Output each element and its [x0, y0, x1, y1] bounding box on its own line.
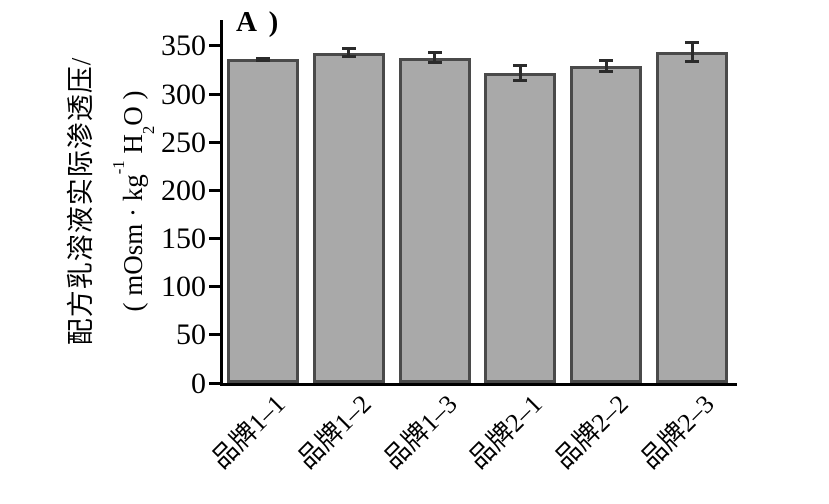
error-bar-cap-bottom	[599, 70, 614, 74]
y-axis-tick-label: 150	[161, 222, 206, 256]
x-axis-line	[220, 383, 737, 386]
y-axis-tick-label: 200	[161, 173, 206, 207]
x-category-label: 品牌1–2	[291, 389, 377, 475]
x-category-label: 品牌2–3	[634, 389, 720, 475]
y-axis-tick	[209, 140, 220, 144]
y-axis-tick-label: 350	[161, 29, 206, 63]
y-axis-tick	[209, 381, 220, 385]
y-axis-tick-label: 0	[191, 366, 206, 400]
y-axis-unit-superscript: -1	[109, 160, 129, 175]
error-bar-line	[604, 60, 608, 72]
y-axis-tick-label: 50	[176, 318, 206, 352]
y-axis-title-text: 配方乳溶液实际渗透压/	[66, 56, 96, 346]
panel-label: A )	[236, 6, 282, 38]
y-axis-tick	[209, 285, 220, 289]
error-bar-cap-top	[599, 58, 614, 62]
error-bar-cap-top	[513, 63, 528, 67]
y-axis-tick	[209, 333, 220, 337]
error-bar-line	[433, 52, 437, 63]
error-bar-line	[347, 48, 351, 57]
error-bar-cap-bottom	[513, 79, 528, 83]
x-category-label: 品牌1–3	[377, 389, 463, 475]
error-bar-cap-bottom	[685, 59, 699, 63]
error-bar-line	[690, 42, 694, 62]
error-bar-cap-top	[427, 51, 442, 55]
y-axis-tick-label: 300	[161, 77, 206, 111]
error-bar-cap-bottom	[341, 55, 356, 59]
x-category-label: 品牌2–2	[549, 389, 635, 475]
y-axis-tick-label: 100	[161, 270, 206, 304]
bar	[398, 57, 471, 383]
error-bar-cap-bottom	[427, 60, 442, 64]
bar	[656, 51, 728, 383]
error-bar-cap-bottom	[256, 58, 270, 62]
y-axis-tick	[209, 237, 220, 241]
y-axis-tick	[209, 44, 220, 48]
bar	[570, 66, 643, 383]
bar	[227, 59, 299, 383]
y-axis-tick	[209, 92, 220, 96]
y-axis-line	[220, 20, 223, 386]
bar	[484, 72, 557, 383]
y-axis-tick	[209, 188, 220, 192]
x-category-label: 品牌2–1	[463, 389, 549, 475]
bar	[312, 52, 385, 383]
error-bar-cap-top	[685, 40, 699, 44]
error-bar-cap-top	[341, 47, 356, 51]
y-axis-tick-label: 250	[161, 125, 206, 159]
error-bar-cap-top	[256, 56, 270, 60]
x-category-label: 品牌1–1	[205, 389, 291, 475]
error-bar-line	[518, 65, 522, 81]
